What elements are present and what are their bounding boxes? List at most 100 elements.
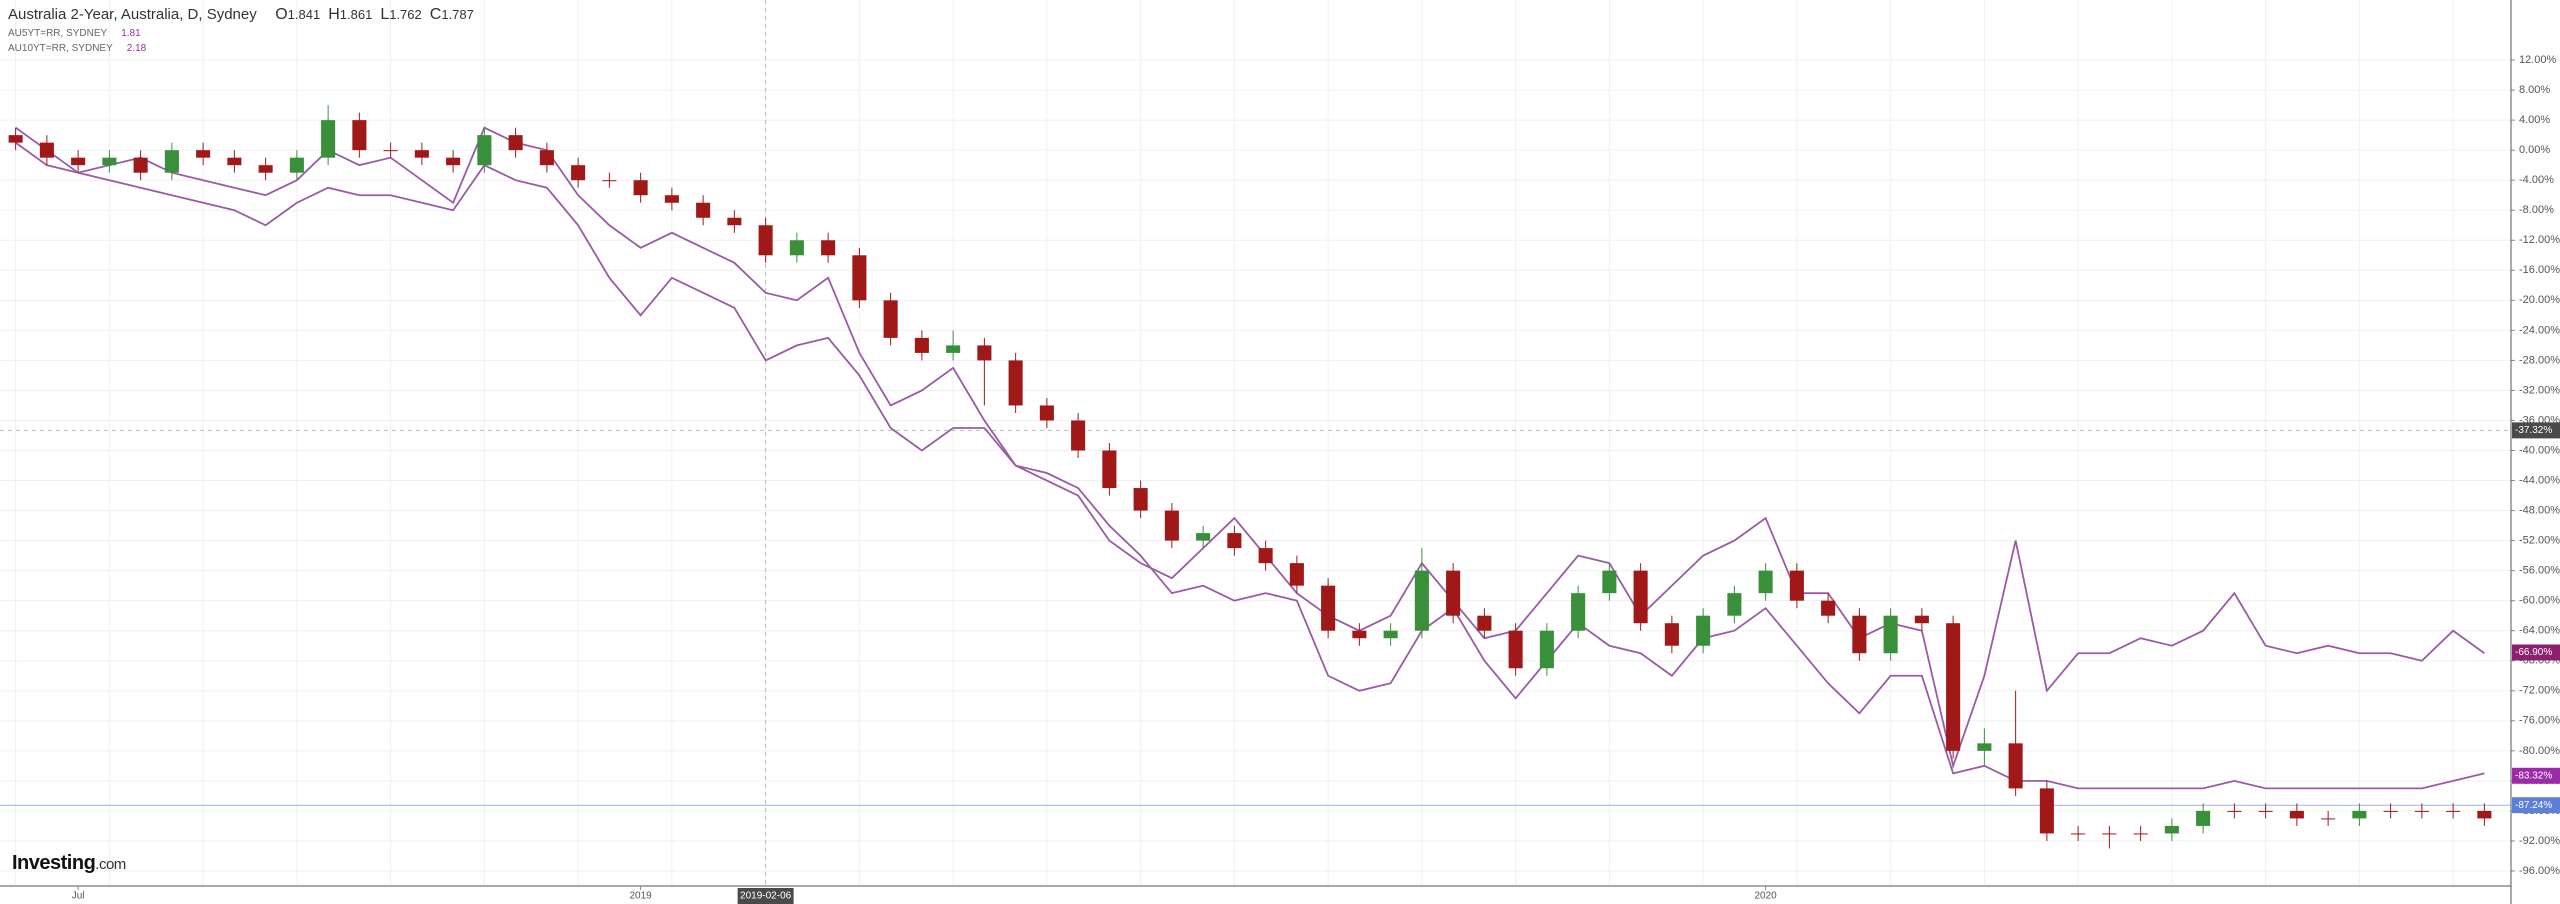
- y-tick-label: -16.00%: [2519, 264, 2560, 276]
- candle-body: [1539, 630, 1554, 669]
- candle-body: [2039, 788, 2054, 834]
- line-series: [15, 141, 2485, 790]
- candle-body: [1633, 570, 1648, 624]
- legend-name: AU5YT=RR, SYDNEY: [8, 28, 108, 39]
- candle-body: [508, 135, 523, 151]
- candle-body: [1758, 570, 1773, 594]
- logo-suffix: .com: [95, 856, 126, 873]
- header: Australia 2-Year, Australia, D, Sydney O…: [8, 6, 482, 54]
- ohlc-value: 1.861: [339, 7, 373, 22]
- crosshair-badge: [2512, 422, 2560, 439]
- candle-body: [946, 345, 961, 353]
- candle-body: [2102, 833, 2117, 835]
- y-tick-label: -32.00%: [2519, 384, 2560, 396]
- candle-body: [1414, 570, 1429, 631]
- legend-name: AU10YT=RR, SYDNEY: [8, 43, 113, 54]
- candle-body: [1477, 615, 1492, 631]
- y-tick-label: -92.00%: [2519, 835, 2560, 847]
- candle-body: [758, 225, 773, 256]
- candle-body: [1508, 630, 1523, 669]
- candle-body: [2477, 810, 2492, 819]
- candle-body: [414, 150, 429, 158]
- y-tick-label: -96.00%: [2519, 865, 2560, 877]
- candle-body: [1946, 623, 1961, 751]
- candle-body: [2383, 810, 2398, 812]
- candle-body: [446, 157, 461, 166]
- candle-body: [727, 217, 742, 226]
- candle-body: [1102, 450, 1117, 489]
- candle-body: [914, 337, 929, 353]
- candle-body: [1039, 405, 1054, 421]
- candle-body: [2352, 810, 2367, 819]
- candle-body: [227, 157, 242, 166]
- price-label: -66.90%: [2515, 647, 2552, 658]
- price-label: -87.24%: [2515, 800, 2552, 811]
- chart-title: Australia 2-Year, Australia, D, Sydney: [8, 6, 257, 23]
- candle-body: [633, 180, 648, 196]
- candle-body: [1227, 533, 1242, 549]
- ohlc-label: H: [328, 6, 340, 23]
- candle-body: [477, 135, 492, 166]
- y-tick-label: -24.00%: [2519, 324, 2560, 336]
- candle-body: [1789, 570, 1804, 601]
- logo: Investing.com: [12, 852, 126, 875]
- candle-body: [1164, 510, 1179, 541]
- candle-body: [2414, 810, 2429, 812]
- y-tick-label: 0.00%: [2519, 144, 2550, 156]
- candle-body: [2164, 825, 2179, 834]
- candle-body: [2071, 833, 2086, 835]
- legend: AU5YT=RR, SYDNEY 1.81 AU10YT=RR, SYDNEY 2.1…: [8, 28, 482, 54]
- candle-body: [71, 157, 86, 166]
- candle-body: [2289, 810, 2304, 819]
- ohlc: O1.841 H1.861 L1.762 C1.787: [275, 6, 482, 23]
- candle-body: [664, 195, 679, 203]
- candle-body: [383, 150, 398, 152]
- ohlc-label: L: [380, 6, 390, 23]
- candle-body: [1321, 585, 1336, 631]
- legend-value: 1.81: [121, 28, 141, 39]
- ohlc-label: O: [275, 6, 288, 23]
- candle-body: [1696, 615, 1711, 646]
- y-tick-label: -56.00%: [2519, 565, 2560, 577]
- candle-body: [289, 157, 304, 173]
- candle-body: [321, 120, 336, 158]
- y-tick-label: -40.00%: [2519, 444, 2560, 456]
- y-tick-label: -80.00%: [2519, 745, 2560, 757]
- x-tick-label: 2019-02-06: [740, 891, 792, 902]
- y-tick-label: -64.00%: [2519, 625, 2560, 637]
- candle-body: [1914, 615, 1929, 624]
- candle-body: [2227, 810, 2242, 812]
- candle-body: [2133, 833, 2148, 835]
- line-series: [15, 126, 2485, 770]
- candle-body: [571, 165, 586, 181]
- y-tick-label: 4.00%: [2519, 114, 2550, 126]
- candle-body: [852, 255, 867, 301]
- candle-body: [1852, 615, 1867, 654]
- candle-body: [1883, 615, 1898, 654]
- y-tick-label: -4.00%: [2519, 174, 2554, 186]
- y-tick-label: -20.00%: [2519, 294, 2560, 306]
- y-tick-label: -52.00%: [2519, 535, 2560, 547]
- legend-entry: AU5YT=RR, SYDNEY 1.81: [8, 28, 482, 39]
- candle-body: [1196, 533, 1211, 541]
- candle-body: [1008, 360, 1023, 406]
- candle-body: [258, 165, 273, 173]
- candle-body: [1664, 623, 1679, 646]
- price-badge: [2512, 644, 2560, 661]
- x-tick-label: 2019: [630, 891, 653, 902]
- candle-body: [821, 240, 836, 256]
- y-tick-label: 12.00%: [2519, 54, 2557, 66]
- price-badge: [2512, 797, 2560, 814]
- candle-body: [164, 150, 179, 173]
- candle-body: [133, 157, 148, 173]
- candle-body: [1258, 548, 1273, 564]
- candle-body: [1446, 570, 1461, 616]
- y-tick-label: -12.00%: [2519, 234, 2560, 246]
- candle-body: [1977, 743, 1992, 751]
- candle-body: [2196, 810, 2211, 826]
- y-tick-label: -72.00%: [2519, 685, 2560, 697]
- candle-body: [39, 142, 54, 158]
- candle-body: [1352, 630, 1367, 639]
